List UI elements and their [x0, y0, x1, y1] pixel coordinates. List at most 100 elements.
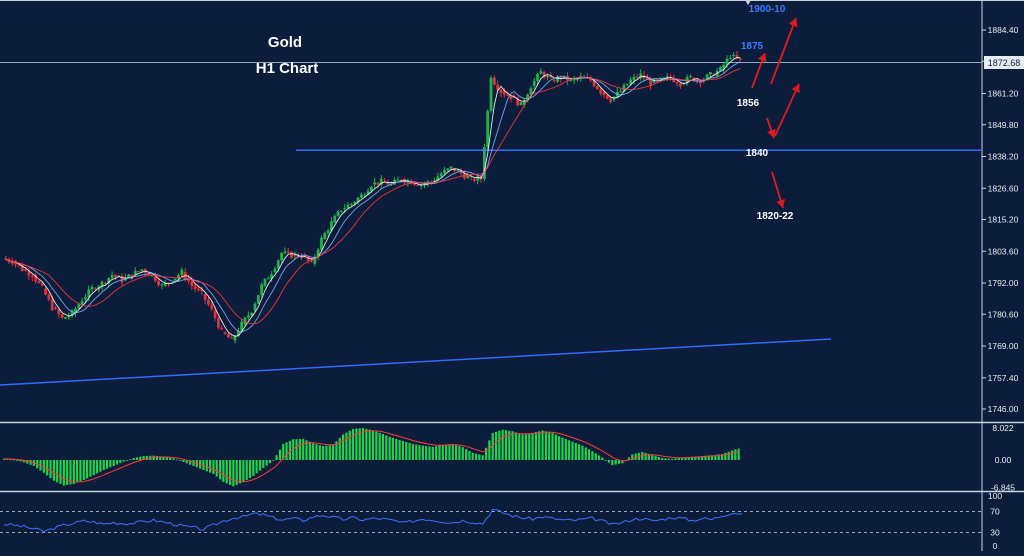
macd-histogram-bar [468, 450, 471, 460]
bull-candle [722, 64, 726, 70]
bear-candle [130, 274, 134, 278]
macd-histogram-bar [697, 456, 700, 460]
bear-candle [499, 89, 503, 93]
macd-histogram-bar [248, 460, 252, 478]
macd-histogram-bar [99, 460, 102, 472]
rsi-line [3, 508, 743, 533]
bear-candle [137, 270, 141, 272]
bear-candle [592, 80, 596, 87]
bull-candle [343, 208, 347, 210]
macd-histogram-bar [644, 452, 647, 460]
macd-histogram-bar [514, 432, 518, 460]
macd-panel: 8.022 0.00 -6.845 [2, 423, 1015, 492]
macd-histogram-bar [69, 460, 72, 485]
macd-histogram-bar [22, 460, 26, 463]
bull-candle [240, 321, 244, 332]
macd-histogram-bar [145, 455, 149, 460]
macd-histogram-bar [258, 460, 262, 471]
macd-histogram-bar [218, 460, 222, 480]
macd-histogram-bar [607, 460, 611, 463]
bull-candle [74, 308, 77, 314]
bull-candle [625, 84, 629, 86]
macd-histogram-bar [488, 440, 491, 460]
bull-candle [110, 275, 114, 278]
bull-candle [419, 184, 423, 186]
price-tick-label: 1849.80 [988, 120, 1019, 130]
bear-candle [605, 95, 609, 99]
bear-candle [602, 91, 606, 96]
level-label-1856: 1856 [737, 98, 760, 109]
bull-candle [80, 301, 84, 305]
macd-histogram-bar [568, 440, 571, 460]
macd-histogram-bar [664, 458, 667, 460]
price-tick-label: 1826.60 [988, 183, 1019, 193]
macd-histogram-bar [564, 438, 567, 460]
bull-candle [423, 183, 426, 185]
bear-candle [459, 170, 463, 174]
macd-histogram-bar [631, 454, 634, 460]
macd-histogram-bar [661, 458, 664, 460]
bull-candle [87, 289, 91, 298]
bear-candle [153, 274, 157, 281]
macd-histogram-bar [252, 460, 255, 476]
bear-candle [230, 337, 234, 339]
macd-histogram-bar [395, 438, 398, 460]
bear-candle [502, 91, 506, 95]
level-label-1875: 1875 [741, 41, 764, 52]
macd-histogram-bar [159, 456, 162, 460]
macd-histogram-bar [587, 449, 591, 460]
macd-histogram-bar [385, 435, 388, 460]
macd-signal-line [3, 430, 739, 483]
macd-histogram-bar [125, 460, 129, 461]
bull-candle [529, 88, 533, 95]
macd-histogram-bar [401, 440, 405, 460]
macd-histogram-bar [734, 449, 737, 460]
price-tick-label: 1780.60 [988, 309, 1019, 319]
bull-candle [489, 77, 493, 111]
chart-subtitle: H1 Chart [256, 60, 319, 77]
macd-histogram-bar [441, 444, 444, 460]
macd-histogram-bar [448, 444, 451, 460]
bear-candle [542, 72, 546, 78]
macd-histogram-bar [691, 456, 694, 460]
macd-histogram-bar [265, 460, 268, 466]
macd-histogram-bar [348, 430, 351, 460]
macd-histogram-bar [358, 428, 361, 460]
bear-candle [220, 327, 224, 330]
bull-candle [482, 147, 486, 179]
macd-histogram-bar [464, 449, 468, 460]
forecast-arrow-line [770, 17, 797, 85]
macd-histogram-bar [727, 451, 730, 460]
macd-histogram-bar [155, 456, 159, 460]
macd-histogram-bar [341, 434, 345, 460]
bear-candle [60, 314, 64, 318]
macd-histogram-bar [435, 446, 438, 460]
macd-histogram-bar [139, 456, 142, 460]
bull-candle [373, 182, 377, 185]
macd-histogram-bar [102, 460, 105, 470]
macd-histogram-bar [332, 444, 335, 460]
macd-histogram-bar [338, 437, 341, 460]
bear-candle [376, 182, 380, 185]
macd-histogram-bar [717, 454, 720, 460]
bull-candle [629, 79, 633, 85]
level-label-1820-22: 1820-22 [757, 211, 794, 222]
macd-histogram-bar [89, 460, 92, 477]
bull-candle [379, 178, 383, 185]
bull-candle [250, 312, 254, 316]
bear-candle [193, 285, 197, 290]
bear-candle [735, 54, 739, 59]
bull-candle [127, 274, 131, 278]
macd-histogram-bar [634, 453, 637, 460]
price-panel [0, 0, 982, 420]
bear-candle [738, 58, 742, 60]
macd-histogram-bar [455, 445, 458, 460]
macd-tick-label: 0.00 [995, 455, 1012, 465]
bear-candle [210, 304, 214, 309]
bear-candle [27, 270, 31, 276]
bull-candle [160, 284, 164, 286]
macd-histogram-bar [119, 460, 122, 464]
price-tick-label: 1769.00 [988, 341, 1019, 351]
bull-candle [340, 210, 343, 212]
